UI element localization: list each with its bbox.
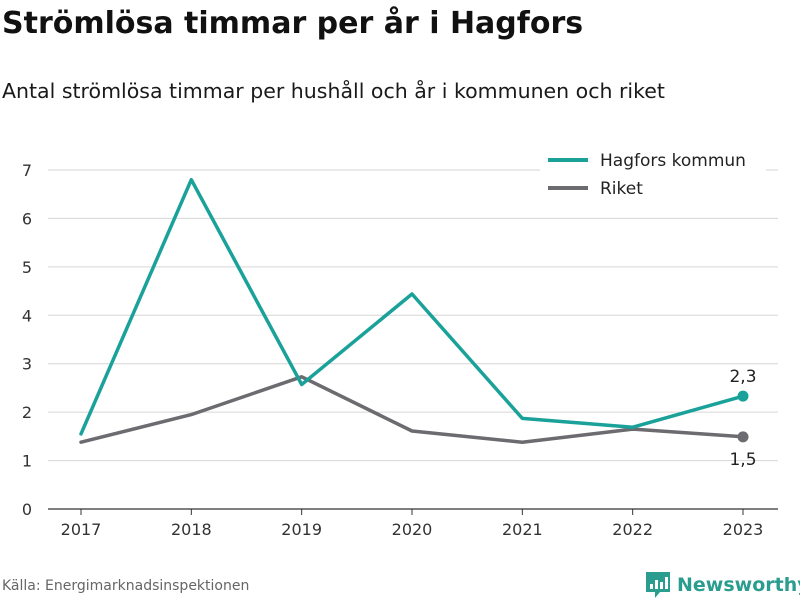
x-tick-label: 2017 — [61, 520, 102, 539]
x-tick-label: 2020 — [392, 520, 433, 539]
series-line-hagfors — [79, 177, 745, 436]
newsworthy-logo-icon — [646, 572, 670, 598]
series-lines — [79, 177, 749, 444]
source-note: Källa: Energimarknadsinspektionen — [2, 578, 250, 594]
y-tick-label: 2 — [22, 403, 32, 422]
end-value-label-hagfors: 2,3 — [729, 367, 756, 387]
legend: Hagfors kommun Riket — [540, 146, 766, 202]
chart-title: Strömlösa timmar per år i Hagfors — [2, 6, 584, 41]
gridlines — [48, 169, 778, 510]
y-tick-label: 3 — [22, 355, 32, 374]
brand-name: Newsworthy — [677, 574, 800, 596]
end-value-label-riket: 1,5 — [729, 450, 756, 470]
x-tick-label: 2018 — [171, 520, 212, 539]
y-tick-label: 7 — [22, 161, 32, 180]
y-axis: 0 1 2 3 4 5 6 7 — [22, 161, 32, 519]
end-labels: 1,5 2,3 — [729, 367, 756, 470]
brand-logo: Newsworthy — [645, 570, 800, 600]
series-line-riket — [79, 375, 745, 444]
y-tick-label: 1 — [22, 452, 32, 471]
y-tick-label: 6 — [22, 209, 32, 228]
series-end-point-hagfors — [737, 390, 749, 402]
x-tick-label: 2022 — [612, 520, 653, 539]
series-end-point-riket — [737, 431, 749, 443]
line-chart: 0 1 2 3 4 5 6 7 2017 2018 2019 2020 2021 2022 2023 1,… — [21, 146, 778, 539]
y-tick-label: 0 — [22, 500, 32, 519]
y-tick-label: 5 — [22, 258, 32, 277]
y-tick-label: 4 — [22, 306, 32, 325]
x-tick-label: 2021 — [502, 520, 543, 539]
chart-subtitle: Antal strömlösa timmar per hushåll och å… — [2, 79, 665, 103]
legend-label: Riket — [600, 179, 643, 199]
legend-label: Hagfors kommun — [600, 151, 746, 171]
x-axis: 2017 2018 2019 2020 2021 2022 2023 — [61, 509, 764, 539]
legend-background — [540, 146, 766, 202]
x-tick-label: 2023 — [723, 520, 764, 539]
x-tick-label: 2019 — [281, 520, 322, 539]
